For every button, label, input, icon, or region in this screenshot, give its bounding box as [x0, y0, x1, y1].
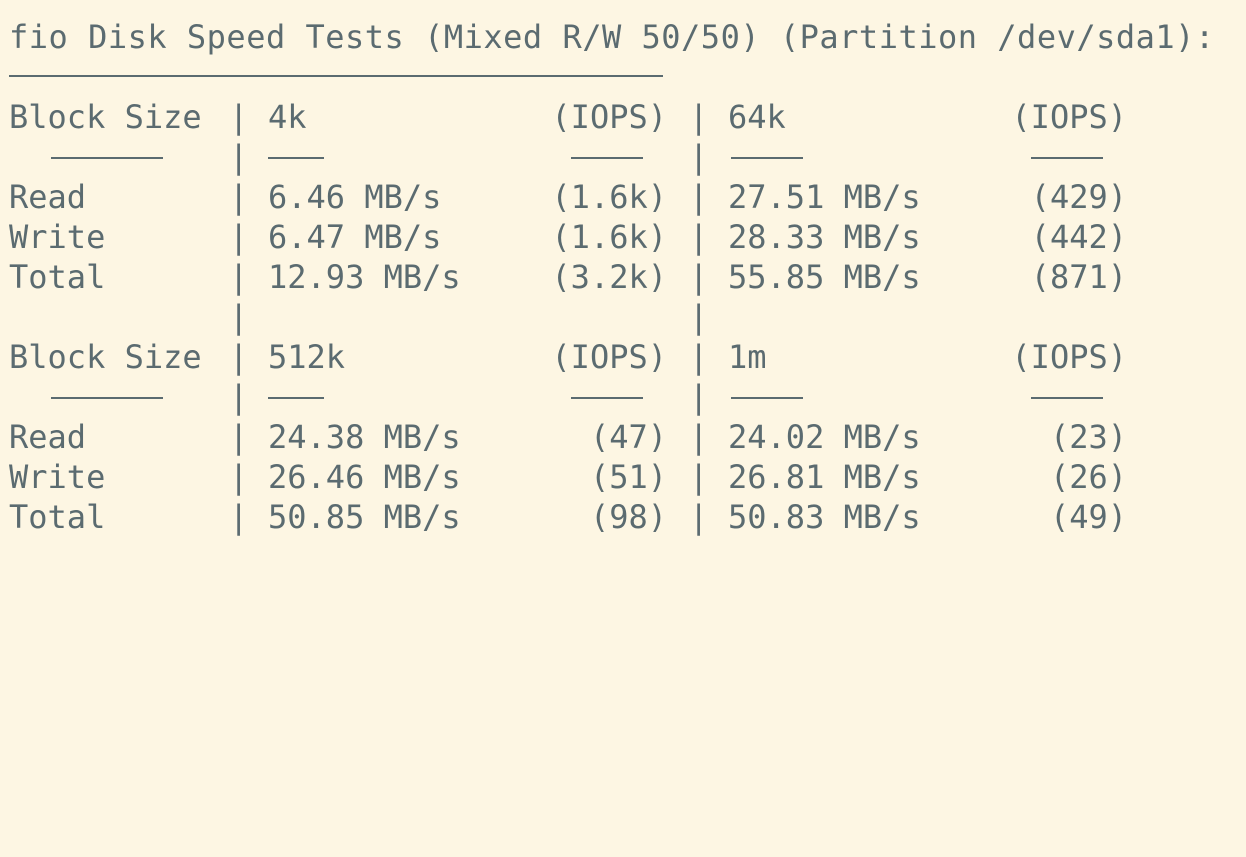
dash-underline	[51, 397, 163, 399]
row-label: Write	[9, 457, 105, 497]
column-separator: |	[229, 417, 248, 457]
speed-value: 50.83 MB/s	[728, 497, 921, 537]
column-separator: |	[229, 177, 248, 217]
column-separator: |	[689, 457, 708, 497]
terminal-output: fio Disk Speed Tests (Mixed R/W 50/50) (…	[0, 0, 1246, 554]
speed-value: 6.47 MB/s	[268, 217, 441, 257]
column-separator: |	[689, 377, 708, 417]
underline-rule	[9, 75, 663, 77]
column-separator: |	[229, 497, 248, 537]
iops-value: (871)	[1031, 257, 1127, 297]
header-label: Block Size	[9, 97, 202, 137]
column-separator: |	[689, 177, 708, 217]
column-separator: |	[229, 377, 248, 417]
block-size-1m: 1m	[728, 337, 767, 377]
spacer-row: | |	[9, 297, 1246, 337]
dash-underline	[731, 157, 803, 159]
column-separator: |	[229, 137, 248, 177]
table-row: Write | 6.47 MB/s (1.6k) | 28.33 MB/s (4…	[9, 217, 1246, 257]
column-separator: |	[229, 337, 248, 377]
table-row: Read | 6.46 MB/s (1.6k) | 27.51 MB/s (42…	[9, 177, 1246, 217]
table1-header-row: Block Size | 4k (IOPS) | 64k (IOPS)	[9, 97, 1246, 137]
iops-value: (429)	[1031, 177, 1127, 217]
iops-value: (98)	[590, 497, 667, 537]
dash-underline	[731, 397, 803, 399]
block-size-4k: 4k	[268, 97, 307, 137]
iops-value: (49)	[1050, 497, 1127, 537]
speed-value: 50.85 MB/s	[268, 497, 461, 537]
row-label: Write	[9, 217, 105, 257]
row-label: Read	[9, 417, 86, 457]
column-separator: |	[229, 257, 248, 297]
speed-value: 12.93 MB/s	[268, 257, 461, 297]
iops-value: (23)	[1050, 417, 1127, 457]
iops-value: (1.6k)	[551, 177, 667, 217]
dash-underline	[571, 397, 643, 399]
column-separator: |	[689, 137, 708, 177]
column-separator: |	[689, 417, 708, 457]
column-separator: |	[689, 257, 708, 297]
iops-value: (1.6k)	[551, 217, 667, 257]
row-label: Total	[9, 257, 105, 297]
column-separator: |	[689, 217, 708, 257]
iops-value: (26)	[1050, 457, 1127, 497]
table-row: Total | 50.85 MB/s (98) | 50.83 MB/s (49…	[9, 497, 1246, 537]
dash-underline	[1031, 157, 1103, 159]
dash-underline	[571, 157, 643, 159]
table1-dash-row: | |	[9, 137, 1246, 177]
table2-dash-row: | |	[9, 377, 1246, 417]
dash-underline	[268, 157, 324, 159]
column-separator: |	[229, 457, 248, 497]
speed-value: 27.51 MB/s	[728, 177, 921, 217]
test-title: fio Disk Speed Tests (Mixed R/W 50/50) (…	[9, 17, 1246, 57]
column-separator: |	[689, 97, 708, 137]
iops-header: (IOPS)	[1011, 97, 1127, 137]
block-size-512k: 512k	[268, 337, 345, 377]
speed-value: 55.85 MB/s	[728, 257, 921, 297]
iops-value: (3.2k)	[551, 257, 667, 297]
dash-underline	[268, 397, 324, 399]
table-row: Write | 26.46 MB/s (51) | 26.81 MB/s (26…	[9, 457, 1246, 497]
speed-value: 26.46 MB/s	[268, 457, 461, 497]
iops-value: (51)	[590, 457, 667, 497]
iops-value: (442)	[1031, 217, 1127, 257]
table2-header-row: Block Size | 512k (IOPS) | 1m (IOPS)	[9, 337, 1246, 377]
title-underline	[9, 57, 1246, 97]
header-label: Block Size	[9, 337, 202, 377]
column-separator: |	[229, 297, 248, 337]
column-separator: |	[229, 97, 248, 137]
table-row: Total | 12.93 MB/s (3.2k) | 55.85 MB/s (…	[9, 257, 1246, 297]
row-label: Total	[9, 497, 105, 537]
iops-value: (47)	[590, 417, 667, 457]
column-separator: |	[689, 497, 708, 537]
column-separator: |	[689, 297, 708, 337]
speed-value: 28.33 MB/s	[728, 217, 921, 257]
column-separator: |	[689, 337, 708, 377]
column-separator: |	[229, 217, 248, 257]
iops-header: (IOPS)	[551, 97, 667, 137]
block-size-64k: 64k	[728, 97, 786, 137]
speed-value: 26.81 MB/s	[728, 457, 921, 497]
table-row: Read | 24.38 MB/s (47) | 24.02 MB/s (23)	[9, 417, 1246, 457]
dash-underline	[51, 157, 163, 159]
dash-underline	[1031, 397, 1103, 399]
iops-header: (IOPS)	[551, 337, 667, 377]
iops-header: (IOPS)	[1011, 337, 1127, 377]
row-label: Read	[9, 177, 86, 217]
speed-value: 24.02 MB/s	[728, 417, 921, 457]
speed-value: 6.46 MB/s	[268, 177, 441, 217]
speed-value: 24.38 MB/s	[268, 417, 461, 457]
